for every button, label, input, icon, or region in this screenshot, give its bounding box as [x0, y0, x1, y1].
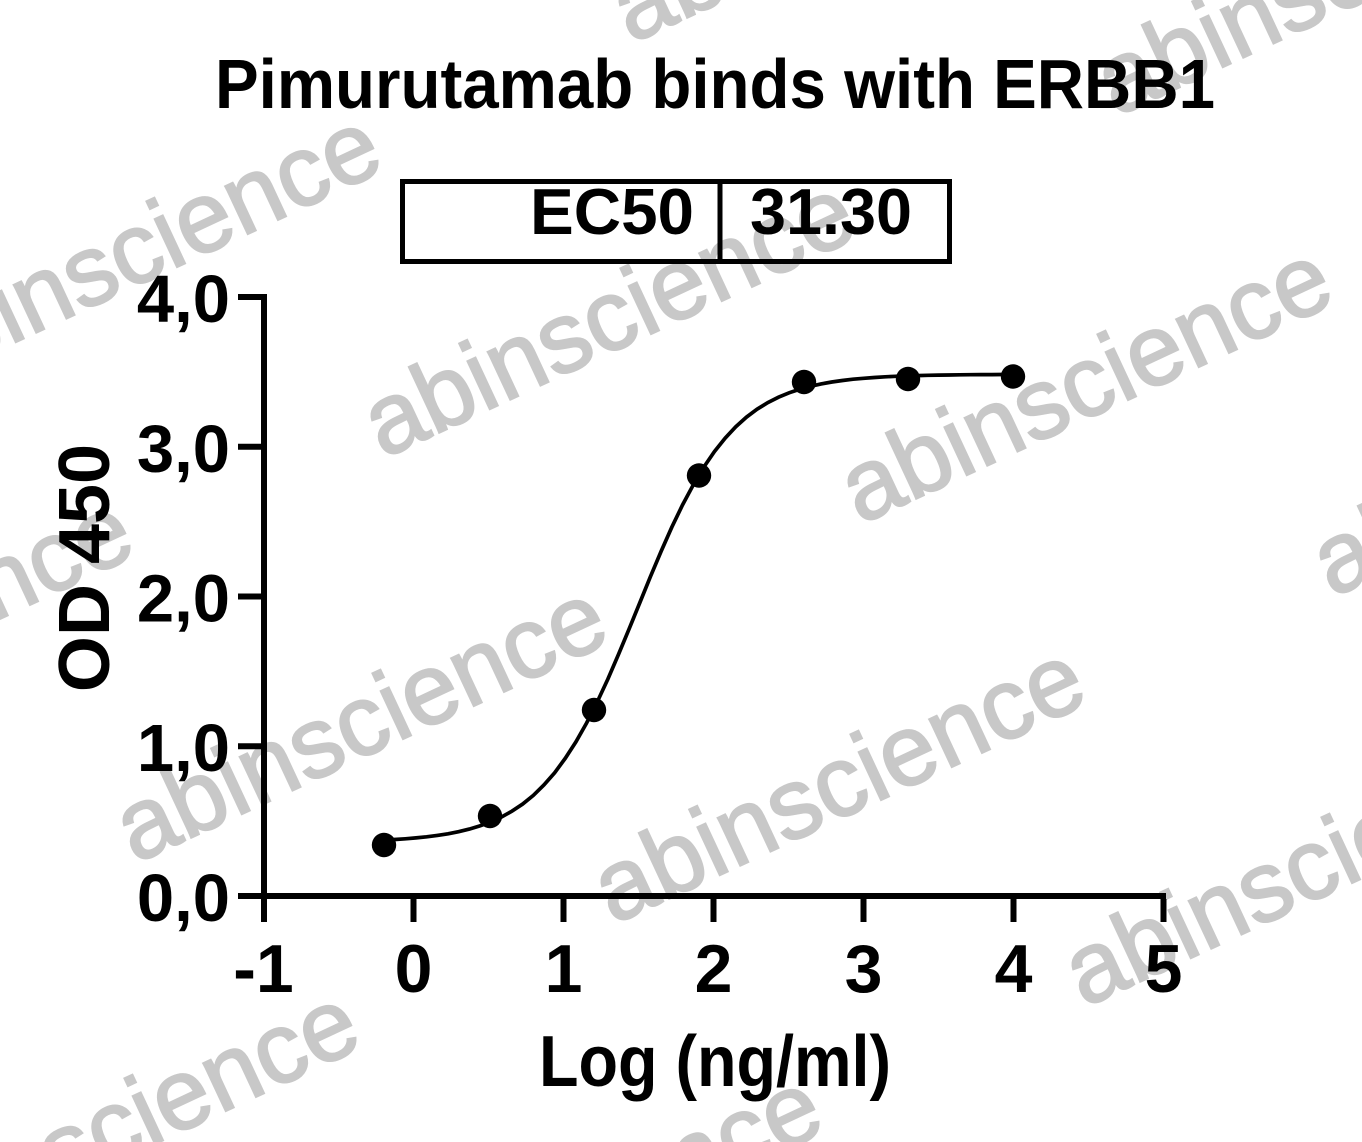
svg-text:0,0: 0,0 [137, 861, 230, 936]
svg-text:Log (ng/ml): Log (ng/ml) [539, 1022, 891, 1102]
svg-text:3: 3 [845, 931, 883, 1007]
svg-text:0: 0 [395, 931, 433, 1007]
svg-text:-1: -1 [233, 931, 293, 1007]
svg-text:EC50: EC50 [530, 175, 694, 248]
svg-text:1,0: 1,0 [137, 711, 230, 786]
svg-text:2,0: 2,0 [137, 562, 230, 637]
svg-text:2: 2 [695, 931, 733, 1007]
svg-text:Pimurutamab binds with ERBB1: Pimurutamab binds with ERBB1 [215, 45, 1215, 123]
svg-text:3,0: 3,0 [137, 412, 230, 487]
svg-text:4,0: 4,0 [137, 262, 230, 337]
svg-text:31.30: 31.30 [750, 175, 912, 248]
svg-text:5: 5 [1145, 931, 1183, 1007]
svg-text:OD 450: OD 450 [45, 444, 125, 692]
svg-text:4: 4 [995, 931, 1033, 1007]
svg-text:1: 1 [545, 931, 583, 1007]
